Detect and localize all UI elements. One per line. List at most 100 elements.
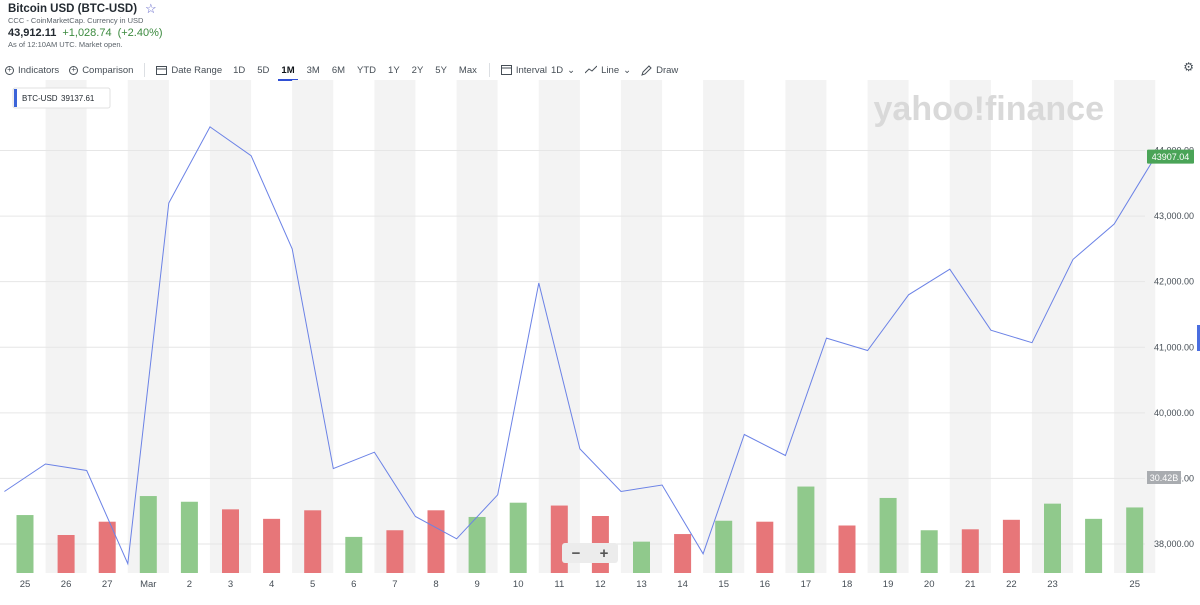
x-tick-label: 14 [677, 579, 688, 590]
price-chart[interactable]: 38,000.0039,000.0040,000.0041,000.0042,0… [0, 80, 1200, 605]
grid-band [538, 80, 580, 573]
current-price: 43,912.11 [8, 27, 57, 39]
volume-bar [961, 529, 979, 573]
x-tick-label: 16 [760, 579, 771, 590]
exchange-subtitle: CCC - CoinMarketCap. Currency in USD [8, 16, 144, 25]
chart-toolbar: + Indicators + Comparison Date Range 1D … [0, 60, 1200, 81]
x-tick-label: 26 [61, 579, 72, 590]
toolbar-divider [488, 63, 490, 77]
line-type-button[interactable]: Line ⌄ [580, 65, 636, 76]
volume-bar [139, 496, 157, 573]
gear-icon[interactable]: ⚙ [1183, 60, 1194, 74]
volume-bar [468, 516, 486, 573]
x-tick-label: 11 [554, 579, 564, 590]
zoom-out-button[interactable]: − [571, 544, 581, 562]
volume-bar [1002, 519, 1020, 573]
x-tick-label: 25 [20, 579, 31, 590]
range-5d[interactable]: 5D [257, 64, 270, 76]
date-range-label: Date Range [171, 64, 223, 76]
indicators-label: Indicators [18, 64, 60, 76]
grid-band [127, 80, 169, 573]
x-tick-label: 15 [718, 579, 729, 590]
plus-circle-icon: + [69, 65, 79, 75]
volume-bar [920, 530, 938, 573]
x-tick-label: 27 [102, 579, 113, 590]
volume-bar [633, 541, 650, 573]
volume-bar [427, 510, 445, 573]
x-tick-label: 5 [310, 579, 315, 590]
line-chart-icon [585, 65, 598, 74]
x-tick-label: 2 [187, 579, 192, 590]
draw-label: Draw [656, 64, 679, 76]
range-ytd[interactable]: YTD [357, 64, 377, 76]
zoom-controls: − + [562, 543, 618, 563]
x-tick-label: 22 [1006, 579, 1017, 590]
volume-bar [180, 501, 198, 573]
volume-bar [263, 518, 281, 573]
x-tick-label: 19 [883, 579, 894, 590]
grid-band [703, 80, 745, 573]
market-status: As of 12:10AM UTC. Market open. [8, 40, 123, 49]
volume-bar [797, 486, 815, 573]
interval-icon [500, 65, 512, 75]
indicators-button[interactable]: + Indicators [0, 65, 64, 76]
x-tick-label: 13 [636, 579, 647, 590]
legend-marker [14, 89, 17, 107]
date-range-button[interactable]: Date Range [151, 65, 227, 76]
volume-bar [98, 521, 116, 573]
volume-bar [386, 530, 404, 573]
grid-band [1031, 80, 1074, 573]
x-tick-label: 8 [433, 579, 438, 590]
page-title: Bitcoin USD (BTC-USD) [8, 2, 138, 15]
range-5y[interactable]: 5Y [435, 64, 447, 76]
range-1m[interactable]: 1M [275, 65, 300, 81]
range-3m[interactable]: 3M [306, 64, 320, 76]
y-tick-label: 40,000.00 [1154, 408, 1194, 418]
x-tick-label: 21 [965, 579, 976, 590]
range-1y[interactable]: 1Y [388, 64, 400, 76]
x-tick-label: 9 [474, 579, 479, 590]
y-tick-label: 38,000.00 [1154, 539, 1194, 549]
grid-band [45, 80, 87, 573]
draw-button[interactable]: Draw [636, 65, 683, 76]
grid-band [209, 80, 252, 573]
volume-bar [304, 510, 322, 573]
last-price-badge [1147, 149, 1194, 164]
y-tick-label: 41,000.00 [1154, 342, 1194, 352]
grid-band [867, 80, 909, 573]
volume-bar [756, 521, 774, 573]
comparison-button[interactable]: + Comparison [64, 65, 138, 76]
toolbar-divider [144, 63, 146, 77]
grid-band [456, 80, 498, 573]
price-row: 43,912.11 +1,028.74 (+2.40%) [8, 27, 163, 39]
quote-header: Bitcoin USD (BTC-USD) ☆ CCC - CoinMarket… [8, 2, 163, 49]
plus-circle-icon: + [5, 65, 14, 75]
range-1d[interactable]: 1D [233, 64, 246, 76]
grid-band [374, 80, 416, 573]
interval-button[interactable]: Interval 1D ⌄ [496, 65, 580, 76]
interval-label: Interval [515, 64, 548, 76]
volume-bar [1085, 518, 1103, 573]
range-max[interactable]: Max [458, 64, 477, 76]
price-change: +1,028.74 [62, 27, 112, 39]
y-tick-label: 43,000.00 [1154, 211, 1194, 221]
zoom-in-button[interactable]: + [599, 544, 609, 562]
volume-bar [16, 515, 34, 573]
side-panel-tab[interactable] [1197, 325, 1200, 351]
range-2y[interactable]: 2Y [411, 64, 424, 76]
y-tick-label: 42,000.00 [1154, 277, 1194, 287]
x-tick-label: Mar [140, 579, 156, 590]
x-tick-label: 20 [924, 579, 935, 590]
volume-bar [715, 520, 733, 573]
line-type-label: Line [601, 64, 620, 76]
x-tick-label: 7 [392, 579, 397, 590]
x-tick-label: 3 [228, 579, 233, 590]
volume-label: 30.42B [1150, 473, 1179, 483]
price-line [4, 126, 1156, 566]
x-tick-label: 10 [513, 579, 524, 590]
comparison-label: Comparison [82, 64, 134, 76]
star-icon[interactable]: ☆ [145, 1, 157, 16]
volume-badge [1147, 471, 1181, 484]
range-6m[interactable]: 6M [331, 64, 346, 76]
x-tick-label: 6 [351, 579, 356, 590]
